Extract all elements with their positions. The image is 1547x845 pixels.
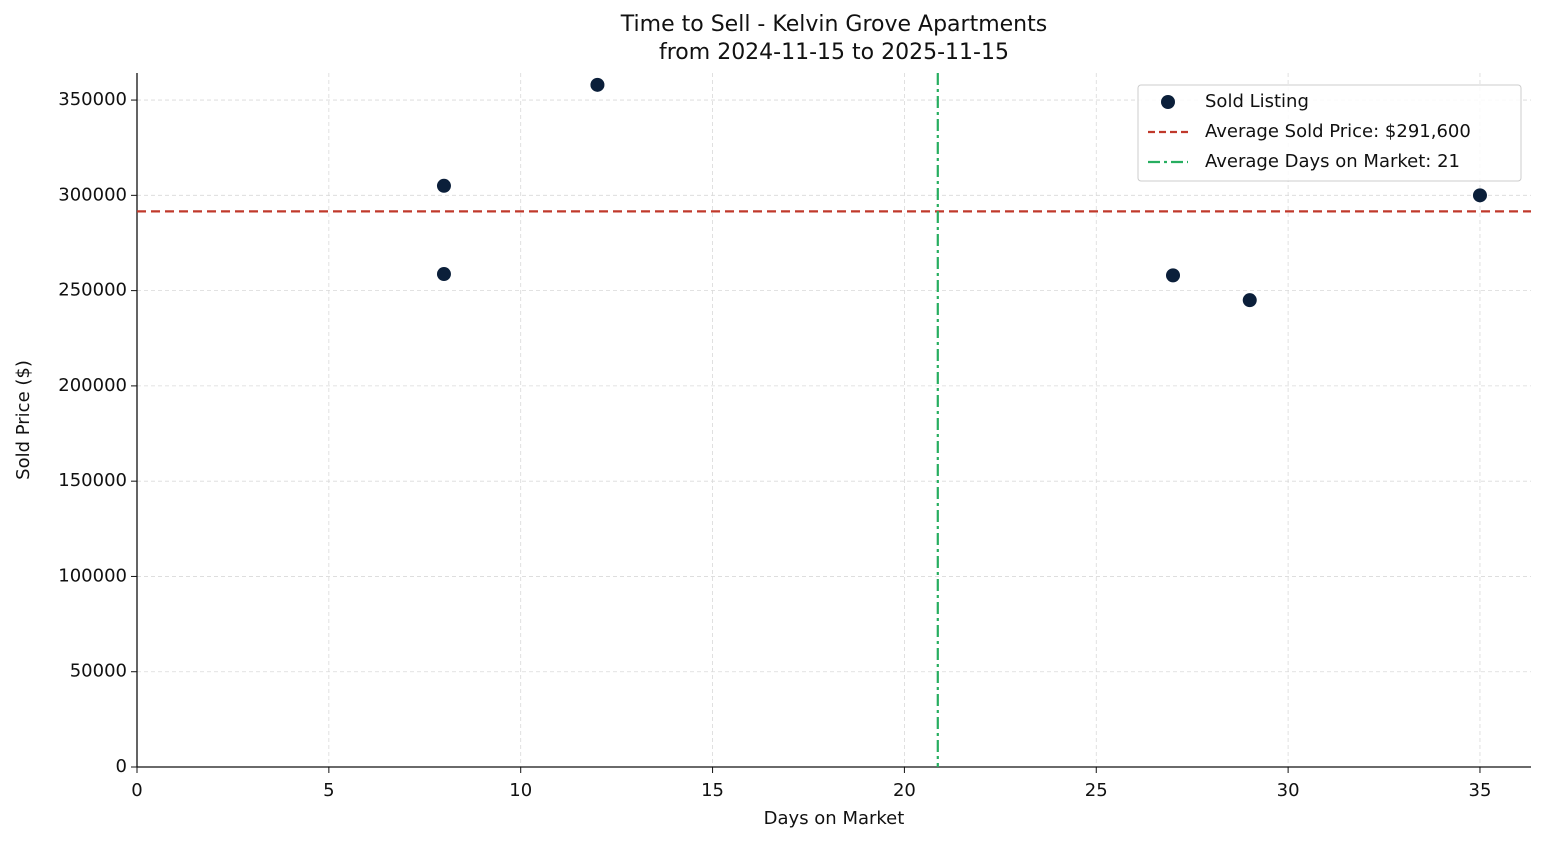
x-tick-label: 25: [1085, 780, 1108, 801]
y-tick-label: 100000: [58, 565, 127, 586]
chart-title: Time to Sell - Kelvin Grove Apartments: [620, 12, 1047, 37]
y-tick-label: 50000: [70, 661, 127, 682]
x-tick-label: 20: [893, 780, 916, 801]
legend-label: Average Days on Market: 21: [1205, 151, 1460, 172]
chart-subtitle: from 2024-11-15 to 2025-11-15: [659, 40, 1009, 65]
y-tick-label: 250000: [58, 280, 127, 301]
x-axis-label: Days on Market: [764, 808, 905, 829]
x-tick-label: 35: [1469, 780, 1492, 801]
legend-box: [1137, 84, 1522, 182]
legend-marker: [1161, 95, 1175, 109]
data-point: [1166, 268, 1181, 283]
legend-label: Sold Listing: [1205, 91, 1309, 112]
data-point: [590, 77, 605, 92]
x-tick-label: 15: [701, 780, 724, 801]
legend-label: Average Sold Price: $291,600: [1205, 121, 1471, 142]
y-tick-label: 350000: [58, 89, 127, 110]
y-tick-label: 0: [116, 756, 127, 777]
data-point: [1242, 293, 1257, 308]
x-tick-label: 0: [131, 780, 142, 801]
y-axis-label: Sold Price ($): [13, 360, 34, 480]
data-point: [436, 267, 451, 282]
y-tick-label: 200000: [58, 375, 127, 396]
x-tick-label: 10: [509, 780, 532, 801]
x-tick-label: 30: [1277, 780, 1300, 801]
data-point: [1472, 188, 1487, 203]
x-tick-label: 5: [323, 780, 334, 801]
y-tick-label: 150000: [58, 470, 127, 491]
data-point: [436, 178, 451, 193]
y-tick-label: 300000: [58, 184, 127, 205]
